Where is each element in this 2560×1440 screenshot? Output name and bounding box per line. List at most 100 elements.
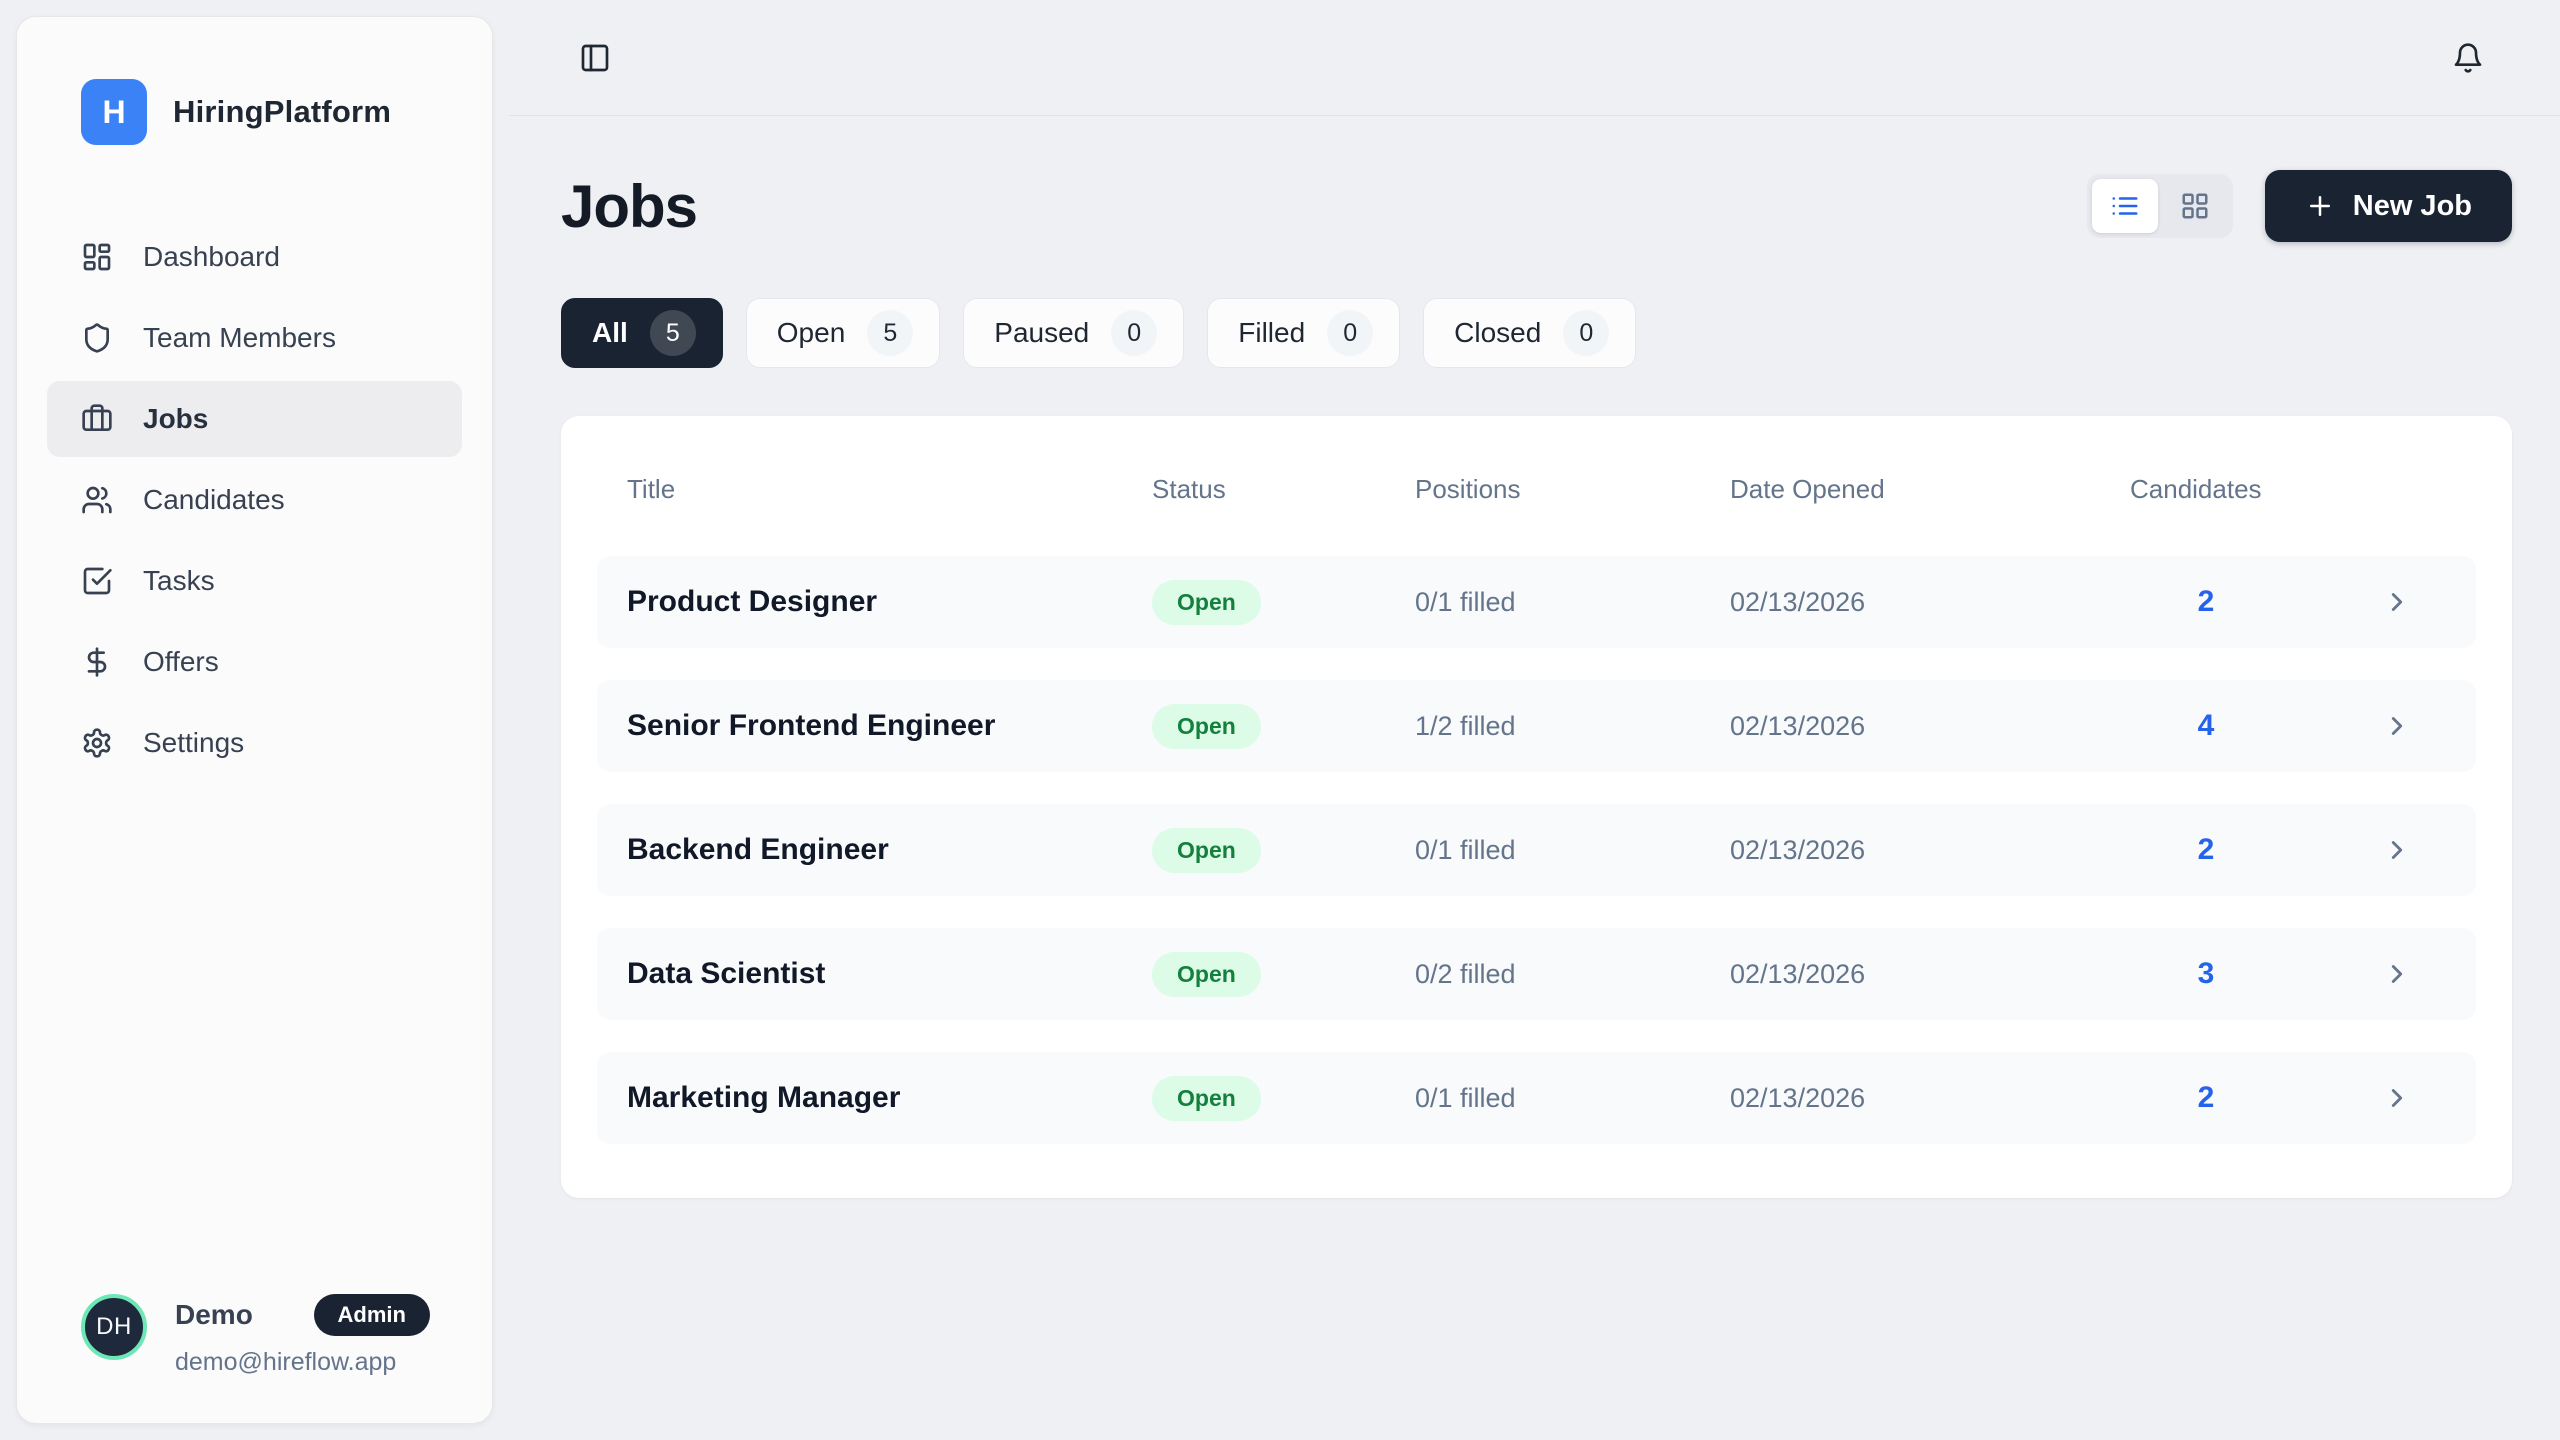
sidebar-user-card[interactable]: DH Demo Admin demo@hireflow.app — [17, 1294, 492, 1377]
column-header-date-opened: Date Opened — [1730, 473, 1885, 504]
chevron-right-icon — [2382, 1083, 2412, 1113]
table-row[interactable]: Product Designer Open 0/1 filled 02/13/2… — [597, 556, 2476, 648]
new-job-label: New Job — [2352, 189, 2472, 222]
filter-tab-closed[interactable]: Closed 0 — [1423, 298, 1637, 368]
dashboard-icon — [81, 241, 113, 273]
table-row[interactable]: Senior Frontend Engineer Open 1/2 filled… — [597, 680, 2476, 772]
positions-cell: 0/1 filled — [1415, 1082, 1516, 1113]
positions-cell: 0/1 filled — [1415, 586, 1516, 617]
view-toggle — [2086, 174, 2233, 238]
row-chevron[interactable] — [2360, 587, 2446, 617]
job-title: Senior Frontend Engineer — [627, 709, 996, 742]
filter-count-badge: 0 — [1563, 310, 1610, 356]
notifications-button[interactable] — [2446, 36, 2490, 80]
status-badge: Open — [1152, 579, 1261, 625]
sidebar-nav: Dashboard Team Members Jobs Candidates T… — [17, 219, 492, 781]
status-badge: Open — [1152, 827, 1261, 873]
sidebar-item-dashboard[interactable]: Dashboard — [47, 219, 462, 295]
sidebar-item-label: Team Members — [143, 322, 336, 353]
sidebar-item-label: Jobs — [143, 403, 209, 434]
job-title: Product Designer — [627, 585, 878, 618]
app-logo-letter: H — [102, 93, 126, 130]
user-meta: Demo Admin demo@hireflow.app — [175, 1294, 430, 1377]
date-opened-cell: 02/13/2026 — [1730, 958, 1866, 989]
positions-cell: 0/1 filled — [1415, 834, 1516, 865]
sidebar-item-label: Settings — [143, 727, 245, 758]
candidates-count: 3 — [2197, 957, 2215, 990]
filter-label: Filled — [1238, 317, 1306, 348]
candidates-count: 2 — [2197, 585, 2215, 618]
table-row[interactable]: Data Scientist Open 0/2 filled 02/13/202… — [597, 928, 2476, 1020]
table-row[interactable]: Marketing Manager Open 0/1 filled 02/13/… — [597, 1052, 2476, 1144]
plus-icon — [2305, 191, 2335, 221]
chevron-right-icon — [2382, 711, 2412, 741]
briefcase-icon — [81, 403, 113, 435]
filter-tab-filled[interactable]: Filled 0 — [1207, 298, 1401, 368]
panel-toggle-icon — [579, 42, 611, 74]
job-title: Data Scientist — [627, 957, 826, 990]
sidebar-item-label: Dashboard — [143, 241, 280, 272]
list-view-button[interactable] — [2091, 179, 2158, 233]
sidebar-item-jobs[interactable]: Jobs — [47, 381, 462, 457]
user-email: demo@hireflow.app — [175, 1348, 397, 1376]
filter-label: Open — [776, 317, 846, 348]
sidebar-item-tasks[interactable]: Tasks — [47, 543, 462, 619]
status-filter-tabs: All 5 Open 5 Paused 0 Filled 0 Closed 0 — [561, 298, 2512, 368]
date-opened-cell: 02/13/2026 — [1730, 710, 1866, 741]
row-chevron[interactable] — [2360, 711, 2446, 741]
positions-cell: 0/2 filled — [1415, 958, 1516, 989]
user-name: Demo — [175, 1299, 253, 1330]
new-job-button[interactable]: New Job — [2264, 170, 2512, 242]
filter-count-badge: 5 — [649, 310, 696, 356]
sidebar-item-team-members[interactable]: Team Members — [47, 300, 462, 376]
filter-count-badge: 5 — [867, 310, 914, 356]
candidates-count: 2 — [2197, 833, 2215, 866]
task-check-icon — [81, 565, 113, 597]
filter-tab-open[interactable]: Open 5 — [745, 298, 941, 368]
column-header-status: Status — [1152, 473, 1226, 504]
shield-icon — [81, 322, 113, 354]
sidebar-item-candidates[interactable]: Candidates — [47, 462, 462, 538]
column-header-candidates: Candidates — [2130, 473, 2262, 504]
sidebar-item-offers[interactable]: Offers — [47, 624, 462, 700]
app-name: HiringPlatform — [173, 94, 392, 129]
filter-count-badge: 0 — [1111, 310, 1158, 356]
list-view-icon — [2110, 191, 2140, 221]
sidebar-toggle-button[interactable] — [573, 36, 617, 80]
column-header-positions: Positions — [1415, 473, 1521, 504]
role-badge: Admin — [313, 1294, 430, 1336]
chevron-right-icon — [2382, 587, 2412, 617]
gear-icon — [81, 727, 113, 759]
row-chevron[interactable] — [2360, 835, 2446, 865]
bell-icon — [2452, 42, 2484, 74]
chevron-right-icon — [2382, 959, 2412, 989]
candidates-count: 2 — [2197, 1081, 2215, 1114]
status-badge: Open — [1152, 1075, 1261, 1121]
avatar: DH — [81, 1294, 147, 1360]
users-icon — [81, 484, 113, 516]
candidates-count: 4 — [2197, 709, 2215, 742]
filter-label: All — [592, 317, 628, 348]
app-logo: H — [81, 79, 147, 145]
sidebar-item-label: Candidates — [143, 484, 285, 515]
date-opened-cell: 02/13/2026 — [1730, 1082, 1866, 1113]
avatar-initials: DH — [96, 1313, 132, 1340]
grid-view-button[interactable] — [2162, 179, 2228, 233]
row-chevron[interactable] — [2360, 959, 2446, 989]
positions-cell: 1/2 filled — [1415, 710, 1516, 741]
row-chevron[interactable] — [2360, 1083, 2446, 1113]
filter-tab-paused[interactable]: Paused 0 — [963, 298, 1185, 368]
sidebar-item-settings[interactable]: Settings — [47, 705, 462, 781]
app-logo-row: H HiringPlatform — [17, 17, 492, 145]
column-header-title: Title — [627, 473, 676, 504]
table-row[interactable]: Backend Engineer Open 0/1 filled 02/13/2… — [597, 804, 2476, 896]
jobs-table: Title Status Positions Date Opened Candi… — [561, 416, 2512, 1198]
chevron-right-icon — [2382, 835, 2412, 865]
status-badge: Open — [1152, 951, 1261, 997]
job-title: Backend Engineer — [627, 833, 889, 866]
page-head: Jobs — [561, 170, 2512, 242]
filter-tab-all[interactable]: All 5 — [561, 298, 723, 368]
status-badge: Open — [1152, 703, 1261, 749]
sidebar-item-label: Tasks — [143, 565, 215, 596]
grid-view-icon — [2180, 191, 2210, 221]
